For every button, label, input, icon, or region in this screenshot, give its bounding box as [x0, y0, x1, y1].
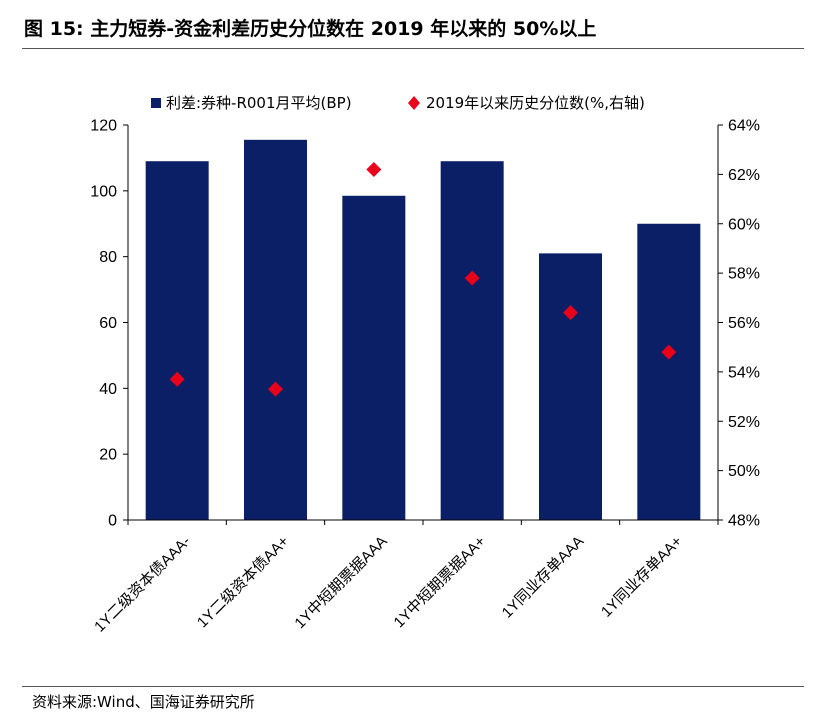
x-tick-label: 1Y二级资本债AAA-: [91, 533, 194, 636]
title-rule: [22, 48, 804, 49]
x-tick-label: 1Y同业存单AA+: [598, 533, 686, 621]
left-tick-label: 100: [90, 183, 117, 200]
diamond-marker: [268, 381, 283, 397]
right-tick-label: 56%: [728, 315, 760, 332]
source-note: 资料来源:Wind、国海证券研究所: [32, 693, 255, 711]
bar: [539, 253, 602, 520]
figure-title: 图 15: 主力短券-资金利差历史分位数在 2019 年以来的 50%以上: [24, 18, 597, 40]
diamond-marker: [563, 305, 578, 321]
source-rule: [22, 686, 804, 687]
x-tick-label: 1Y中短期票据AA+: [391, 533, 490, 632]
plot-area: 0 20 40 60 80 100 120 48% 50% 52% 54% 56% 58% 60% 62% 6…: [90, 118, 760, 636]
left-tick-label: 80: [99, 249, 117, 266]
bar: [244, 139, 307, 520]
diamond-marker: [661, 344, 677, 360]
legend: 利差:券种-R001月平均(BP) 2019年以来历史分位数(%,右轴): [151, 94, 645, 112]
left-tick-label: 60: [99, 315, 117, 332]
diamond-marker: [366, 161, 382, 177]
bar: [637, 223, 701, 520]
diamond-marker: [464, 270, 480, 286]
bar: [145, 161, 209, 521]
left-tick-label: 120: [90, 118, 117, 135]
right-tick-label: 62%: [728, 167, 760, 184]
x-tick-label: 1Y中短期票据AAA: [291, 533, 390, 632]
right-tick-label: 52%: [728, 414, 760, 431]
right-tick-label: 50%: [728, 463, 760, 480]
right-tick-label: 54%: [728, 364, 760, 381]
legend-marker-label: 2019年以来历史分位数(%,右轴): [426, 94, 645, 112]
bar: [342, 195, 406, 521]
legend-diamond-swatch: [408, 96, 420, 110]
x-tick-label: 1Y二级资本债AA+: [194, 533, 293, 632]
right-tick-label: 60%: [728, 216, 760, 233]
legend-bar-swatch: [151, 98, 161, 108]
left-tick-label: 40: [99, 381, 117, 398]
left-tick-label: 20: [99, 447, 117, 464]
diamond-marker: [169, 371, 185, 387]
right-tick-label: 48%: [728, 513, 760, 530]
right-tick-label: 64%: [728, 118, 760, 135]
bar: [440, 161, 504, 521]
x-tick-label: 1Y同业存单AAA: [499, 533, 588, 622]
right-tick-label: 58%: [728, 266, 760, 283]
left-tick-label: 0: [108, 513, 117, 530]
legend-bar-label: 利差:券种-R001月平均(BP): [166, 94, 352, 112]
